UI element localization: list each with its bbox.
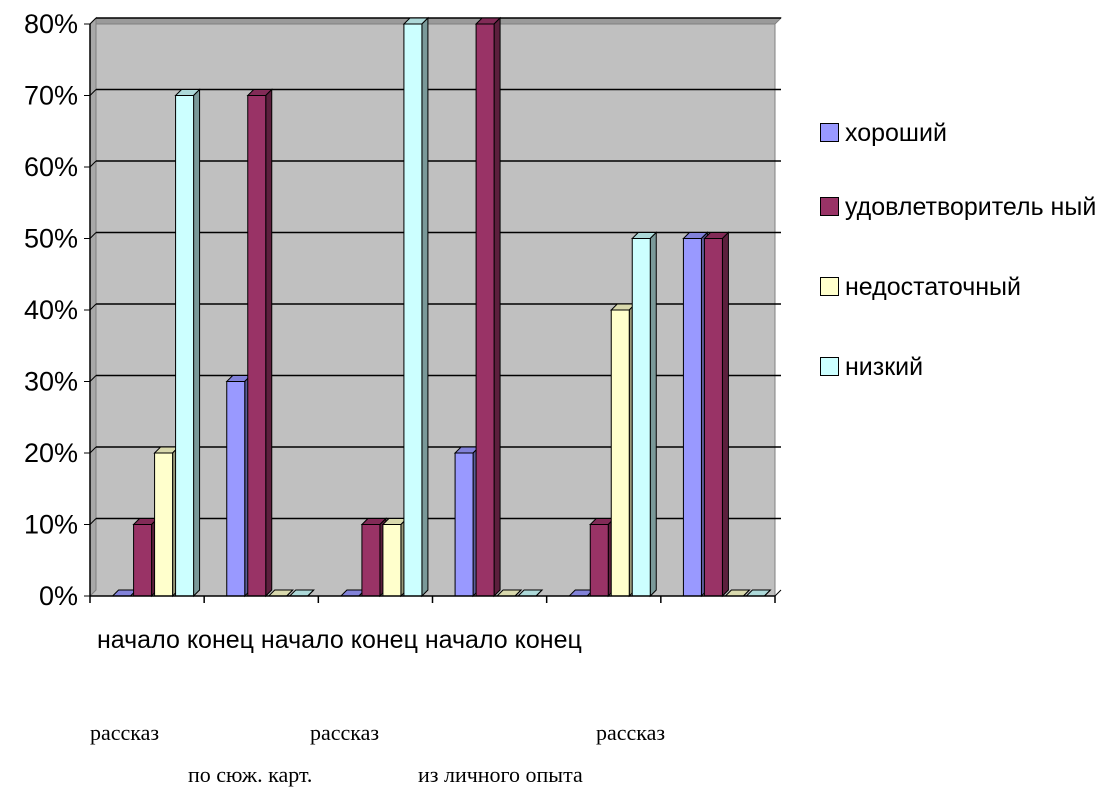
gridline-diag (89, 446, 97, 454)
bar-face (589, 524, 609, 597)
y-tick-label: 70% (24, 81, 78, 111)
bar-3-cat-5 (610, 302, 637, 598)
legend-swatch-good (820, 123, 839, 142)
bar-side (743, 589, 750, 597)
bar-face (382, 524, 402, 597)
y-tick-label: 50% (24, 224, 78, 254)
bar-face (610, 309, 630, 597)
bar-side (535, 589, 543, 597)
bar-face (403, 23, 423, 597)
bars (111, 16, 772, 598)
y-tick-label: 40% (24, 295, 78, 325)
legend-swatch-satisfactory (820, 197, 839, 216)
bar-face (682, 238, 702, 597)
bar-2-cat-3 (360, 517, 388, 598)
bar-face (133, 524, 153, 597)
bar-2-cat-4 (474, 16, 502, 598)
gridline-diag (89, 160, 97, 168)
axes (89, 24, 782, 603)
x-axis-depth (774, 589, 782, 597)
legend-item-low: низкий (820, 352, 1100, 382)
legend-label-good: хороший (845, 119, 947, 147)
x-category-label-1: начало (97, 626, 180, 654)
gridline-diag (89, 89, 97, 96)
bar-2-cat-6 (703, 231, 730, 598)
bar-side (514, 589, 522, 597)
x-category-label-6: конец (508, 626, 582, 654)
gridline-diag (89, 17, 97, 25)
bar-side (307, 589, 315, 597)
bar-side (721, 231, 729, 598)
y-tick-label: 30% (24, 367, 78, 397)
caption-group-1-line2: по сюж. карт. (188, 762, 313, 787)
plot-back-top (88, 17, 783, 25)
legend-swatch-low (820, 357, 839, 376)
y-tick-label: 10% (24, 510, 78, 540)
bar-4-cat-5 (631, 231, 658, 598)
bar-3-cat-1 (153, 445, 180, 598)
plot-area (88, 16, 783, 598)
caption-group-2-line1: рассказ (310, 720, 380, 745)
bar-side (286, 589, 294, 597)
bar-3-cat-3 (381, 517, 409, 598)
legend-label-insufficient: недостаточный (845, 273, 1021, 301)
legend-swatch-insufficient (820, 277, 839, 296)
legend-item-good: хороший (820, 118, 1100, 148)
caption-group-2-line2: из личного опыта (418, 762, 583, 787)
bar-face (361, 524, 381, 597)
legend-label-satisfactory: удовлетворитель ный (845, 193, 1097, 221)
x-category-label-5: начало (418, 626, 508, 654)
bar-face (175, 95, 195, 597)
caption-group-3-line1: рассказ (596, 720, 666, 745)
gridline-diag (89, 303, 97, 311)
bar-4-cat-3 (402, 16, 430, 598)
y-tick-label: 60% (24, 152, 78, 182)
bar-side (764, 589, 771, 597)
y-axis-tick-labels: 0% 10% 20% 30% 40% 50% 60% 70% 80% (24, 9, 78, 611)
bar-1-cat-6 (682, 231, 709, 598)
bar-face (154, 452, 174, 597)
legend-item-insufficient: недостаточный (820, 272, 1100, 302)
y-tick-label: 20% (24, 438, 78, 468)
bar-face (226, 381, 246, 597)
bar-side (193, 88, 201, 598)
x-category-label-4: конец (344, 626, 418, 654)
caption-group-1-line1: рассказ (90, 720, 160, 745)
legend-item-satisfactory: удовлетворитель ный (820, 192, 1100, 222)
y-tick-label: 0% (39, 581, 78, 611)
bar-4-cat-1 (174, 88, 201, 598)
gridline-diag (89, 518, 97, 525)
x-category-label-3: начало (254, 626, 344, 654)
bar-face (631, 238, 651, 597)
bar-1-cat-2 (225, 374, 252, 598)
bar-side (421, 16, 429, 598)
bar-face (475, 23, 495, 597)
bar-side (493, 16, 501, 598)
y-tick-label: 80% (24, 9, 78, 39)
plot-background (89, 23, 776, 597)
bar-2-cat-5 (589, 517, 616, 598)
bar-side (265, 88, 273, 598)
x-axis-category-labels: начало конец начало конец начало конец (97, 626, 582, 654)
bar-2-cat-1 (132, 517, 159, 598)
legend-label-low: низкий (845, 353, 924, 381)
bar-1-cat-4 (453, 445, 481, 598)
bar-face (247, 95, 267, 597)
x-category-labels: начало конец начало конец начало конец (97, 626, 582, 654)
bar-face (454, 452, 474, 597)
gridline-diag (89, 232, 97, 239)
bar-2-cat-2 (246, 88, 273, 598)
bar-side (649, 231, 657, 598)
x-category-label-2: конец (180, 626, 254, 654)
gridlines (84, 17, 781, 597)
bar-face (703, 238, 723, 597)
gridline-diag (89, 375, 97, 382)
